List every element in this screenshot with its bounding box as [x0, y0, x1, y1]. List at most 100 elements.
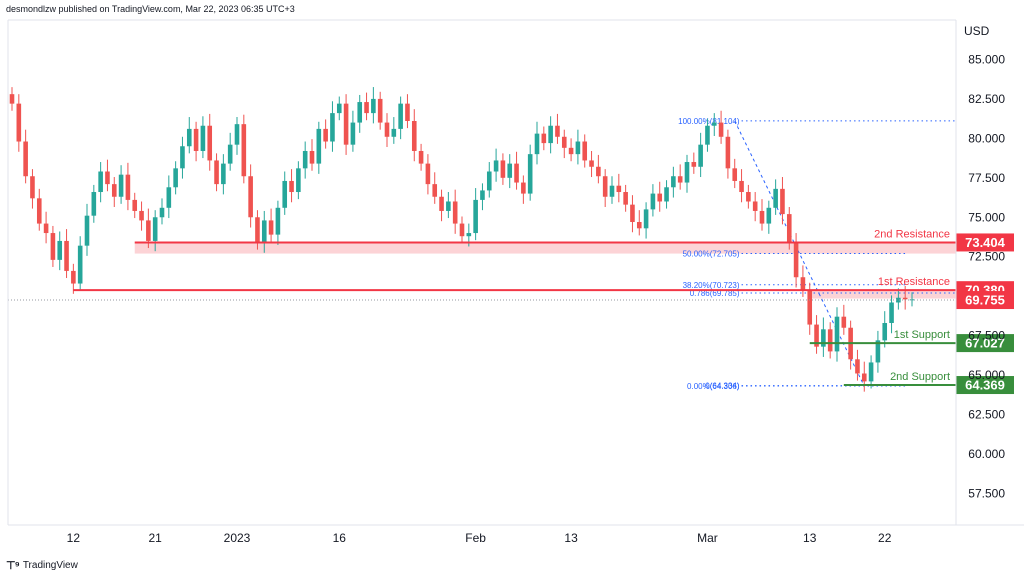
candle-body: [111, 184, 117, 197]
candle-body: [248, 176, 253, 218]
candle-body: [896, 297, 901, 303]
candle-body: [261, 220, 267, 243]
candle-body: [84, 215, 90, 246]
candle-body: [118, 174, 124, 197]
y-tick-label: 67.500: [968, 329, 1005, 343]
zones-layer: [134, 242, 956, 299]
candle-body: [105, 171, 110, 185]
footer-brand-text: TradingView: [22, 560, 78, 571]
candle-body: [855, 359, 860, 374]
candle-body: [548, 125, 553, 144]
x-tick-label: 22: [878, 531, 892, 545]
candle-body: [889, 302, 894, 323]
candle-body: [64, 240, 69, 271]
y-tick-label: 57.500: [968, 486, 1005, 500]
fib-label: 38.20%(70.723): [683, 281, 740, 290]
candle-body: [139, 210, 144, 221]
level-price-text: 73.404: [965, 235, 1006, 250]
candle-body: [596, 166, 601, 177]
candle-body: [152, 217, 158, 241]
candle-body: [289, 180, 294, 193]
y-tick-label: 80.000: [968, 131, 1005, 145]
candle-body: [459, 223, 465, 237]
candle-body: [902, 297, 908, 300]
candle-body: [398, 103, 403, 129]
candle-body: [500, 160, 506, 178]
candle-body: [36, 198, 42, 224]
candle-body: [207, 125, 213, 161]
candle-body: [575, 141, 581, 155]
candle-body: [77, 245, 83, 284]
candle-body: [9, 94, 15, 104]
candle-body: [384, 122, 390, 137]
candle-body: [868, 362, 874, 382]
candle-body: [800, 277, 806, 290]
fib-label: 0.786(69.785): [690, 289, 740, 298]
candle-body: [186, 128, 192, 147]
axis-layer: 85.000 82.500 80.000 77.500 75.000 72.500 67.5…: [7, 19, 1024, 545]
candle-body: [650, 193, 656, 210]
candle-body: [43, 223, 49, 234]
fib-label: 50.00%(72.705): [683, 249, 740, 258]
candle-body: [268, 220, 274, 235]
candle-body: [452, 201, 458, 224]
candle-body: [636, 222, 642, 229]
candle-body: [227, 144, 233, 164]
attribution-text: desmondlzw published on TradingView.com,…: [6, 4, 295, 14]
candle-body: [371, 98, 376, 114]
candle-body: [698, 144, 703, 167]
candle-body: [350, 122, 356, 145]
resistance-zone: [809, 290, 956, 299]
candle-body: [405, 103, 410, 121]
candle-body: [91, 192, 97, 216]
candle-body: [336, 103, 342, 114]
candle-body: [57, 240, 63, 260]
candle-body: [275, 207, 281, 235]
x-tick-label: 13: [564, 531, 578, 545]
candle-body: [732, 168, 738, 181]
fib-label: 0.00%(64.306): [687, 382, 740, 391]
candle-body: [30, 176, 35, 199]
candle-body: [411, 121, 417, 151]
candle-body: [357, 102, 363, 123]
x-tick-label: 2023: [224, 531, 251, 545]
candle-body: [875, 340, 881, 363]
y-tick-label: 72.500: [968, 250, 1005, 264]
candle-body: [391, 128, 397, 137]
candle-body: [425, 163, 431, 185]
candle-body: [677, 176, 683, 183]
candle-body: [473, 199, 478, 234]
x-tick-label: Mar: [697, 531, 718, 545]
candle-body: [200, 125, 206, 151]
level-price-text: 64.369: [965, 378, 1005, 393]
candle-body: [630, 204, 635, 222]
level-name-label: 1st Support: [894, 329, 950, 341]
candle-body: [446, 201, 451, 211]
candle-body: [746, 192, 751, 202]
candle-body: [568, 147, 574, 155]
candle-body: [555, 125, 560, 137]
y-tick-label: 65.000: [968, 368, 1005, 382]
fib-label: 0(64.334): [705, 382, 740, 391]
candle-body: [323, 128, 328, 142]
candle-body: [786, 214, 792, 243]
footer-brand[interactable]: ⊤⁹ TradingView: [6, 559, 78, 572]
resistance-zone: [134, 242, 956, 254]
y-tick-label: 77.500: [968, 171, 1005, 185]
candle-body: [16, 103, 22, 142]
candle-body: [909, 299, 915, 301]
candle-body: [418, 150, 424, 164]
candle-body: [521, 182, 526, 194]
candle-body: [364, 102, 369, 114]
candle-body: [718, 122, 724, 137]
candle-body: [514, 163, 519, 183]
candle-body: [377, 98, 383, 123]
candle-body: [166, 187, 172, 208]
candle-body: [527, 154, 533, 194]
candle-body: [316, 128, 322, 164]
candle-body: [657, 193, 663, 202]
candle-body: [561, 136, 567, 148]
candle-body: [221, 163, 226, 185]
